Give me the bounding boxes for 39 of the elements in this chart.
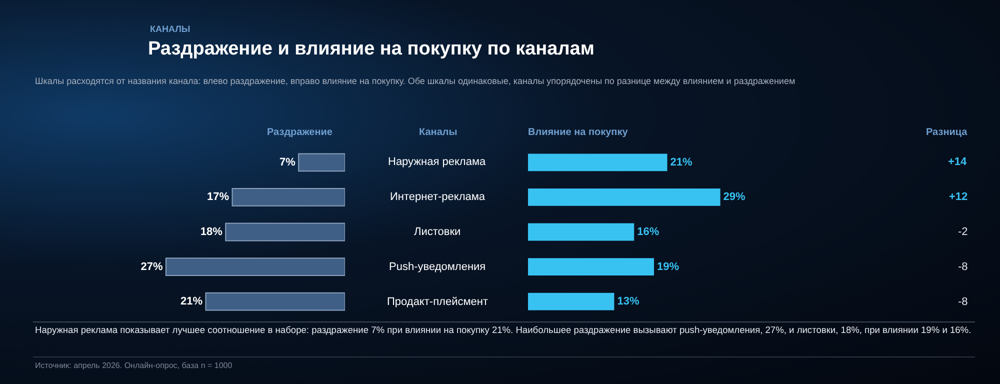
text: КАНАЛЫ (150, 24, 190, 34)
bar (165, 258, 345, 276)
bar (528, 292, 614, 310)
data-label: 18% (200, 226, 223, 238)
y-tick-label: Листовки (414, 226, 461, 238)
bar (232, 188, 345, 206)
series-label: Влияние на покупку (528, 127, 628, 138)
data-label: 19% (656, 260, 680, 273)
text: -8 (958, 296, 968, 308)
text: +14 (948, 156, 968, 168)
bar (528, 188, 720, 206)
y-tick-label: Интернет-реклама (390, 191, 486, 203)
data-label: 27% (140, 260, 163, 273)
data-label: 17% (207, 191, 230, 204)
text: -8 (958, 261, 968, 273)
y-tick-label: Push-уведомления (389, 261, 486, 273)
series-label: Раздражение (267, 127, 333, 138)
text: Разница (926, 127, 968, 138)
data-label: 29% (723, 191, 746, 204)
y-axis-title: Каналы (419, 127, 458, 138)
bar (298, 153, 345, 172)
text: Наружная реклама показывает лучшее соотношение в наборе: раздражение 7% при влиянии на покупку 21%. Наибольшее раздражение вызывают push-уведомления, 27%, и листовки, 18%, при влиянии 19% и 16%. (35, 325, 972, 335)
bar (528, 223, 634, 241)
text: Шкалы расходятся от названия канала: влево раздражение, вправо влияние на покупку. Обе шкалы одинаковые, каналы упорядочены по разнице между влиянием и раздражением (35, 76, 796, 86)
text: +12 (949, 191, 968, 203)
y-tick-label: Наружная реклама (388, 156, 487, 168)
data-label: 7% (279, 156, 296, 168)
data-label: 13% (617, 296, 640, 308)
data-label: 16% (637, 226, 660, 238)
text: Источник: апрель 2026. Онлайн-опрос, база n = 1000 (35, 361, 233, 370)
bar (528, 154, 668, 172)
bar (205, 292, 345, 311)
data-label: 21% (670, 156, 692, 168)
bar (528, 258, 654, 276)
text: -2 (958, 226, 968, 238)
chart-title: Раздражение и влияние на покупку по каналам (148, 38, 594, 60)
y-tick-label: Продакт-плейсмент (387, 296, 488, 308)
data-label: 21% (180, 296, 203, 308)
bar (225, 222, 345, 242)
